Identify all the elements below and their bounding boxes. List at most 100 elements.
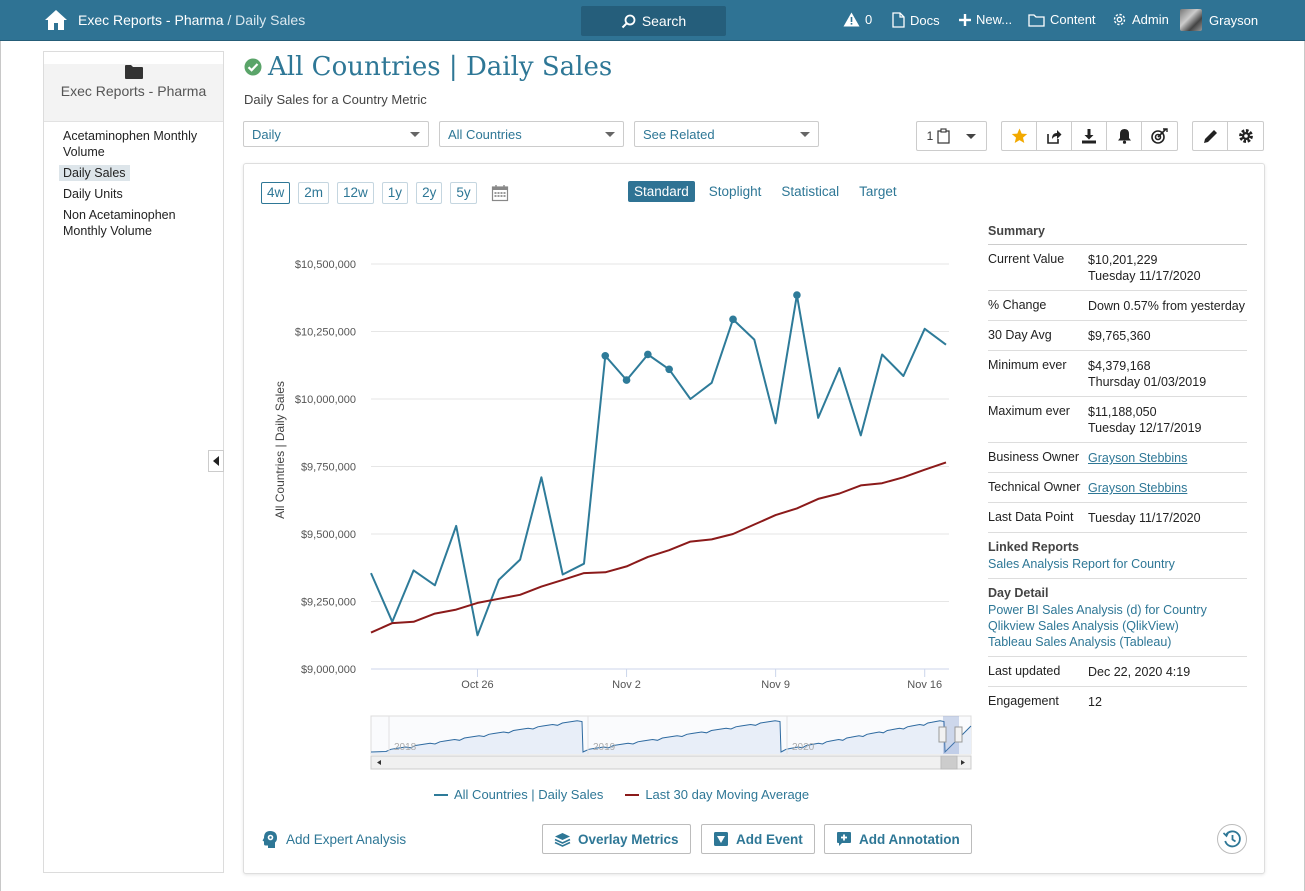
page-title-row: All Countries | Daily Sales bbox=[244, 52, 612, 82]
admin-button[interactable]: Admin bbox=[1112, 12, 1169, 27]
range-12w-button[interactable]: 12w bbox=[337, 182, 374, 204]
summary-title: Summary bbox=[988, 224, 1247, 245]
view-standard-tab[interactable]: Standard bbox=[628, 181, 695, 202]
daily-sales-series-line[interactable] bbox=[370, 294, 947, 637]
breadcrumb: Exec Reports - Pharma / Daily Sales bbox=[78, 12, 305, 28]
data-point-marker[interactable] bbox=[601, 352, 610, 360]
range-navigator[interactable]: 2018 2019 2020 bbox=[370, 715, 972, 770]
share-icon bbox=[1047, 129, 1062, 144]
data-point-marker[interactable] bbox=[729, 315, 737, 324]
gear-icon bbox=[1113, 13, 1126, 26]
home-icon[interactable] bbox=[44, 9, 68, 31]
range-2y-button[interactable]: 2y bbox=[416, 182, 443, 204]
history-button[interactable] bbox=[1217, 824, 1247, 854]
current-value-date: Tuesday 11/17/2020 bbox=[1088, 269, 1201, 283]
day-detail-link-tableau[interactable]: Tableau Sales Analysis (Tableau) bbox=[988, 635, 1172, 649]
content-button[interactable]: Content bbox=[1028, 12, 1096, 27]
metric-actions-toolbar bbox=[1001, 121, 1178, 151]
moving-average-series-line[interactable] bbox=[370, 461, 947, 634]
target-icon bbox=[1151, 128, 1168, 144]
target-button[interactable] bbox=[1142, 122, 1177, 150]
navigator-selection[interactable] bbox=[943, 716, 959, 754]
calendar-icon[interactable] bbox=[491, 184, 509, 202]
summary-row-last-updated: Last updated Dec 22, 2020 4:19 bbox=[988, 657, 1247, 687]
business-owner-link[interactable]: Grayson Stebbins bbox=[1088, 451, 1188, 465]
top-navigation-bar: Exec Reports - Pharma / Daily Sales Sear… bbox=[0, 0, 1305, 41]
legend-item-moving-average[interactable]: Last 30 day Moving Average bbox=[625, 787, 809, 802]
add-annotation-button[interactable]: Add Annotation bbox=[824, 824, 972, 854]
summary-key: Business Owner bbox=[988, 450, 1080, 464]
sidebar-item-label: Acetaminophen Monthly Volume bbox=[63, 129, 198, 159]
daily-sales-chart: $9,000,000 $9,250,000 $9,500,000 $9,750,000… bbox=[273, 259, 972, 770]
scroll-right-arrow-icon[interactable] bbox=[961, 760, 965, 765]
day-detail-link-qlikview[interactable]: Qlikview Sales Analysis (QlikView) bbox=[988, 619, 1179, 633]
new-button[interactable]: New... bbox=[959, 12, 1012, 27]
download-button[interactable] bbox=[1072, 122, 1107, 150]
alerts-button[interactable]: 0 bbox=[843, 12, 872, 27]
user-menu[interactable]: Grayson bbox=[1180, 9, 1258, 31]
summary-key: 30 Day Avg bbox=[988, 328, 1052, 342]
pages-dropdown-button[interactable]: 1 bbox=[916, 121, 987, 151]
see-related-dropdown[interactable]: See Related bbox=[634, 121, 819, 147]
range-4w-button[interactable]: 4w bbox=[261, 182, 291, 204]
technical-owner-link[interactable]: Grayson Stebbins bbox=[1088, 481, 1188, 495]
sidebar-item-daily-sales[interactable]: Daily Sales bbox=[59, 165, 208, 181]
view-target-tab[interactable]: Target bbox=[859, 184, 897, 199]
page-title-metric: Daily Sales bbox=[465, 52, 613, 82]
legend-item-daily-sales[interactable]: All Countries | Daily Sales bbox=[434, 787, 603, 802]
window-left-edge bbox=[0, 41, 1, 891]
settings-button[interactable] bbox=[1228, 122, 1263, 150]
sidebar-item-acetaminophen-monthly-volume[interactable]: Acetaminophen Monthly Volume bbox=[63, 128, 208, 160]
add-expert-analysis-link[interactable]: Add Expert Analysis bbox=[261, 830, 406, 849]
linked-report-link[interactable]: Sales Analysis Report for Country bbox=[988, 557, 1175, 571]
breadcrumb-root[interactable]: Exec Reports - Pharma bbox=[78, 12, 224, 28]
page-title-main: All Countries bbox=[268, 52, 441, 82]
range-5y-button[interactable]: 5y bbox=[450, 182, 477, 204]
view-stoplight-tab[interactable]: Stoplight bbox=[708, 184, 762, 199]
add-expert-analysis-label: Add Expert Analysis bbox=[286, 832, 407, 847]
data-point-marker[interactable] bbox=[793, 291, 801, 299]
user-name: Grayson bbox=[1209, 12, 1259, 28]
search-label: Search bbox=[641, 13, 687, 29]
y-axis-label: All Countries | Daily Sales bbox=[273, 381, 287, 519]
sidebar-item-label: Non Acetaminophen Monthly Volume bbox=[63, 208, 176, 238]
warning-icon bbox=[843, 12, 860, 27]
range-2m-button[interactable]: 2m bbox=[298, 182, 330, 204]
sidebar-collapse-button[interactable] bbox=[208, 450, 224, 472]
summary-key: % Change bbox=[988, 298, 1047, 312]
summary-row-minimum: Minimum ever $4,379,168 Thursday 01/03/20… bbox=[988, 351, 1247, 397]
panel-actions-bar: Add Expert Analysis Overlay Metrics Add … bbox=[244, 824, 1264, 864]
pct-change-value: Down 0.57% from yesterday bbox=[1088, 299, 1246, 313]
navigator-scrollbar-thumb[interactable] bbox=[940, 755, 958, 770]
data-point-marker[interactable] bbox=[644, 350, 652, 359]
search-button[interactable]: Search bbox=[581, 6, 726, 36]
alert-subscribe-button[interactable] bbox=[1107, 122, 1142, 150]
view-statistical-tab[interactable]: Statistical bbox=[781, 184, 840, 199]
edit-button[interactable] bbox=[1193, 122, 1228, 150]
admin-label: Admin bbox=[1132, 12, 1169, 27]
summary-row-engagement: Engagement 12 bbox=[988, 687, 1247, 716]
country-dropdown[interactable]: All Countries bbox=[439, 121, 624, 147]
overlay-metrics-button[interactable]: Overlay Metrics bbox=[542, 824, 691, 854]
day-detail-link-powerbi[interactable]: Power BI Sales Analysis (d) for Country bbox=[988, 603, 1207, 617]
sidebar-item-daily-units[interactable]: Daily Units bbox=[63, 186, 208, 202]
sidebar-item-non-acetaminophen-monthly-volume[interactable]: Non Acetaminophen Monthly Volume bbox=[63, 207, 208, 239]
share-button[interactable] bbox=[1037, 122, 1072, 150]
navigator-scrollbar[interactable] bbox=[370, 755, 972, 770]
summary-row-maximum: Maximum ever $11,188,050 Tuesday 12/17/20… bbox=[988, 397, 1247, 443]
navigator-handle[interactable] bbox=[954, 726, 963, 743]
last-updated-value: Dec 22, 2020 4:19 bbox=[1088, 665, 1191, 679]
data-point-marker[interactable] bbox=[665, 365, 673, 374]
favorite-button[interactable] bbox=[1002, 122, 1037, 150]
navigator-handle[interactable] bbox=[938, 726, 947, 743]
docs-button[interactable]: Docs bbox=[892, 12, 940, 28]
y-tick-label: $9,000,000 bbox=[301, 664, 356, 676]
search-icon bbox=[621, 14, 636, 28]
add-event-button[interactable]: Add Event bbox=[701, 824, 815, 854]
data-point-marker[interactable] bbox=[622, 376, 631, 384]
summary-row-business-owner: Business Owner Grayson Stebbins bbox=[988, 443, 1247, 473]
scroll-left-arrow-icon[interactable] bbox=[377, 760, 381, 765]
frequency-dropdown[interactable]: Daily bbox=[243, 121, 429, 147]
range-1y-button[interactable]: 1y bbox=[381, 182, 409, 204]
sidebar-item-label: Daily Units bbox=[63, 187, 123, 201]
